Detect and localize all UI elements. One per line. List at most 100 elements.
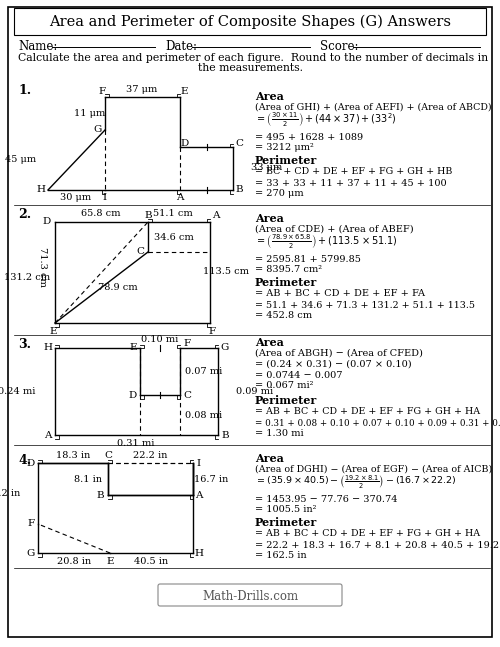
Text: Area: Area [255, 452, 284, 463]
Text: 0.24 mi: 0.24 mi [0, 386, 35, 395]
Text: = 1453.95 − 77.76 − 370.74: = 1453.95 − 77.76 − 370.74 [255, 494, 398, 503]
Text: C: C [136, 248, 144, 256]
Text: 40.5 in: 40.5 in [134, 556, 168, 565]
Text: = 495 + 1628 + 1089: = 495 + 1628 + 1089 [255, 133, 363, 142]
Text: F: F [184, 340, 190, 349]
Text: H: H [194, 549, 203, 558]
Text: = 162.5 in: = 162.5 in [255, 551, 306, 560]
Text: 37 μm: 37 μm [126, 85, 158, 94]
Text: E: E [129, 344, 137, 353]
Bar [14, 8, 486, 35]
Text: D: D [43, 217, 51, 226]
Text: 2.: 2. [18, 208, 31, 221]
Text: = 1005.5 in²: = 1005.5 in² [255, 505, 316, 514]
Text: = 22.2 + 18.3 + 16.7 + 8.1 + 20.8 + 40.5 + 19.2: = 22.2 + 18.3 + 16.7 + 8.1 + 20.8 + 40.5… [255, 540, 499, 549]
Text: 16.7 in: 16.7 in [194, 474, 228, 483]
Text: F: F [28, 520, 34, 529]
Text: (Area of GHI) + (Area of AEFI) + (Area of ABCD): (Area of GHI) + (Area of AEFI) + (Area o… [255, 102, 492, 111]
Text: Perimeter: Perimeter [255, 518, 318, 529]
Text: Math-Drills.com: Math-Drills.com [202, 589, 298, 602]
Text: Area: Area [255, 336, 284, 347]
Text: Area: Area [255, 91, 284, 102]
Text: 0.31 mi: 0.31 mi [118, 439, 154, 448]
Text: 8.1 in: 8.1 in [74, 474, 102, 483]
Text: F: F [208, 327, 216, 336]
Text: A: A [176, 193, 184, 201]
Text: 0.09 mi: 0.09 mi [236, 386, 273, 395]
Text: 22.2 in: 22.2 in [133, 450, 167, 459]
Text: D: D [129, 391, 137, 399]
Text: 33 μm: 33 μm [251, 164, 282, 173]
Text: = 0.067 mi²: = 0.067 mi² [255, 382, 314, 391]
Text: 18.3 in: 18.3 in [56, 450, 90, 459]
Text: I: I [103, 193, 107, 201]
Text: $= \left(\frac{30\times11}{2}\right) + (44 \times 37) + (33^2)$: $= \left(\frac{30\times11}{2}\right) + (… [255, 111, 397, 129]
Text: Perimeter: Perimeter [255, 155, 318, 166]
Text: I: I [197, 459, 201, 468]
Text: = 270 μm: = 270 μm [255, 190, 304, 199]
Text: Perimeter: Perimeter [255, 395, 318, 406]
Text: B: B [96, 490, 104, 499]
Text: $= (35.9 \times 40.5) - \left(\frac{19.2\times8.1}{2}\right) - (16.7 \times 22.2: $= (35.9 \times 40.5) - \left(\frac{19.2… [255, 474, 456, 490]
Text: D: D [181, 140, 189, 149]
Text: Perimeter: Perimeter [255, 278, 318, 289]
Text: = 1.30 mi: = 1.30 mi [255, 430, 304, 439]
Text: G: G [27, 549, 35, 558]
Text: 78.9 cm: 78.9 cm [98, 283, 138, 292]
Text: A: A [212, 210, 220, 219]
Text: = AB + BC + CD + DE + EF + FG + GH + HA: = AB + BC + CD + DE + EF + FG + GH + HA [255, 408, 480, 417]
Text: Score:: Score: [320, 41, 358, 54]
Text: 30 μm: 30 μm [60, 193, 92, 203]
Text: = 51.1 + 34.6 + 71.3 + 131.2 + 51.1 + 113.5: = 51.1 + 34.6 + 71.3 + 131.2 + 51.1 + 11… [255, 300, 475, 309]
Text: = AB + BC + CD + DE + EF + FG + GH + HA: = AB + BC + CD + DE + EF + FG + GH + HA [255, 529, 480, 538]
Text: Calculate the area and perimeter of each figure.  Round to the number of decimal: Calculate the area and perimeter of each… [18, 53, 488, 63]
Text: D: D [27, 459, 35, 468]
Text: 19.2 in: 19.2 in [0, 488, 20, 498]
Text: 113.5 cm: 113.5 cm [203, 267, 249, 276]
Text: = 2595.81 + 5799.85: = 2595.81 + 5799.85 [255, 254, 361, 263]
Text: 0.08 mi: 0.08 mi [185, 410, 222, 419]
Text: 45 μm: 45 μm [5, 155, 36, 164]
Text: 20.8 in: 20.8 in [57, 556, 91, 565]
Text: G: G [221, 344, 229, 353]
Text: E: E [49, 327, 57, 336]
Text: 34.6 cm: 34.6 cm [154, 232, 194, 241]
Text: 11 μm: 11 μm [74, 109, 106, 118]
Text: = 0.0744 − 0.007: = 0.0744 − 0.007 [255, 371, 342, 380]
Text: = 33 + 33 + 11 + 37 + 11 + 45 + 100: = 33 + 33 + 11 + 37 + 11 + 45 + 100 [255, 179, 446, 188]
Text: Date:: Date: [165, 41, 197, 54]
Text: H: H [44, 344, 52, 353]
Text: 51.1 cm: 51.1 cm [153, 210, 193, 219]
Text: C: C [235, 140, 243, 149]
Text: F: F [98, 87, 105, 96]
Text: = (0.24 × 0.31) − (0.07 × 0.10): = (0.24 × 0.31) − (0.07 × 0.10) [255, 360, 412, 369]
Text: E: E [180, 87, 188, 96]
Text: C: C [183, 391, 191, 399]
Text: H: H [36, 186, 46, 195]
Text: = 452.8 cm: = 452.8 cm [255, 311, 312, 320]
Text: the measurements.: the measurements. [198, 63, 302, 73]
Text: E: E [106, 556, 114, 565]
Text: A: A [195, 490, 203, 499]
Text: 0.07 mi: 0.07 mi [185, 366, 222, 375]
Text: B: B [144, 210, 152, 219]
Text: 1.: 1. [18, 83, 31, 96]
Text: 65.8 cm: 65.8 cm [81, 210, 121, 219]
Text: B: B [235, 186, 243, 195]
Text: = 8395.7 cm²: = 8395.7 cm² [255, 265, 322, 274]
Text: (Area of ABGH) − (Area of CFED): (Area of ABGH) − (Area of CFED) [255, 349, 423, 358]
Text: 131.2 cm: 131.2 cm [4, 272, 50, 281]
Text: = BC + CD + DE + EF + FG + GH + HB: = BC + CD + DE + EF + FG + GH + HB [255, 168, 452, 177]
Text: = 3212 μm²: = 3212 μm² [255, 144, 314, 153]
Text: (Area of DGHI) − (Area of EGF) − (Area of AICB): (Area of DGHI) − (Area of EGF) − (Area o… [255, 465, 492, 474]
Text: 71.3 cm: 71.3 cm [38, 247, 48, 287]
Text: G: G [94, 126, 102, 135]
Text: $= \left(\frac{78.9\times65.8}{2}\right) + (113.5 \times 51.1)$: $= \left(\frac{78.9\times65.8}{2}\right)… [255, 233, 398, 251]
Text: C: C [104, 452, 112, 461]
Text: Name:: Name: [18, 41, 58, 54]
Text: Area: Area [255, 212, 284, 223]
Text: B: B [221, 430, 229, 439]
Text: = 0.31 + 0.08 + 0.10 + 0.07 + 0.10 + 0.09 + 0.31 + 0.24: = 0.31 + 0.08 + 0.10 + 0.07 + 0.10 + 0.0… [255, 419, 500, 428]
Text: 4.: 4. [18, 454, 31, 466]
Text: 0.10 mi: 0.10 mi [142, 336, 178, 344]
